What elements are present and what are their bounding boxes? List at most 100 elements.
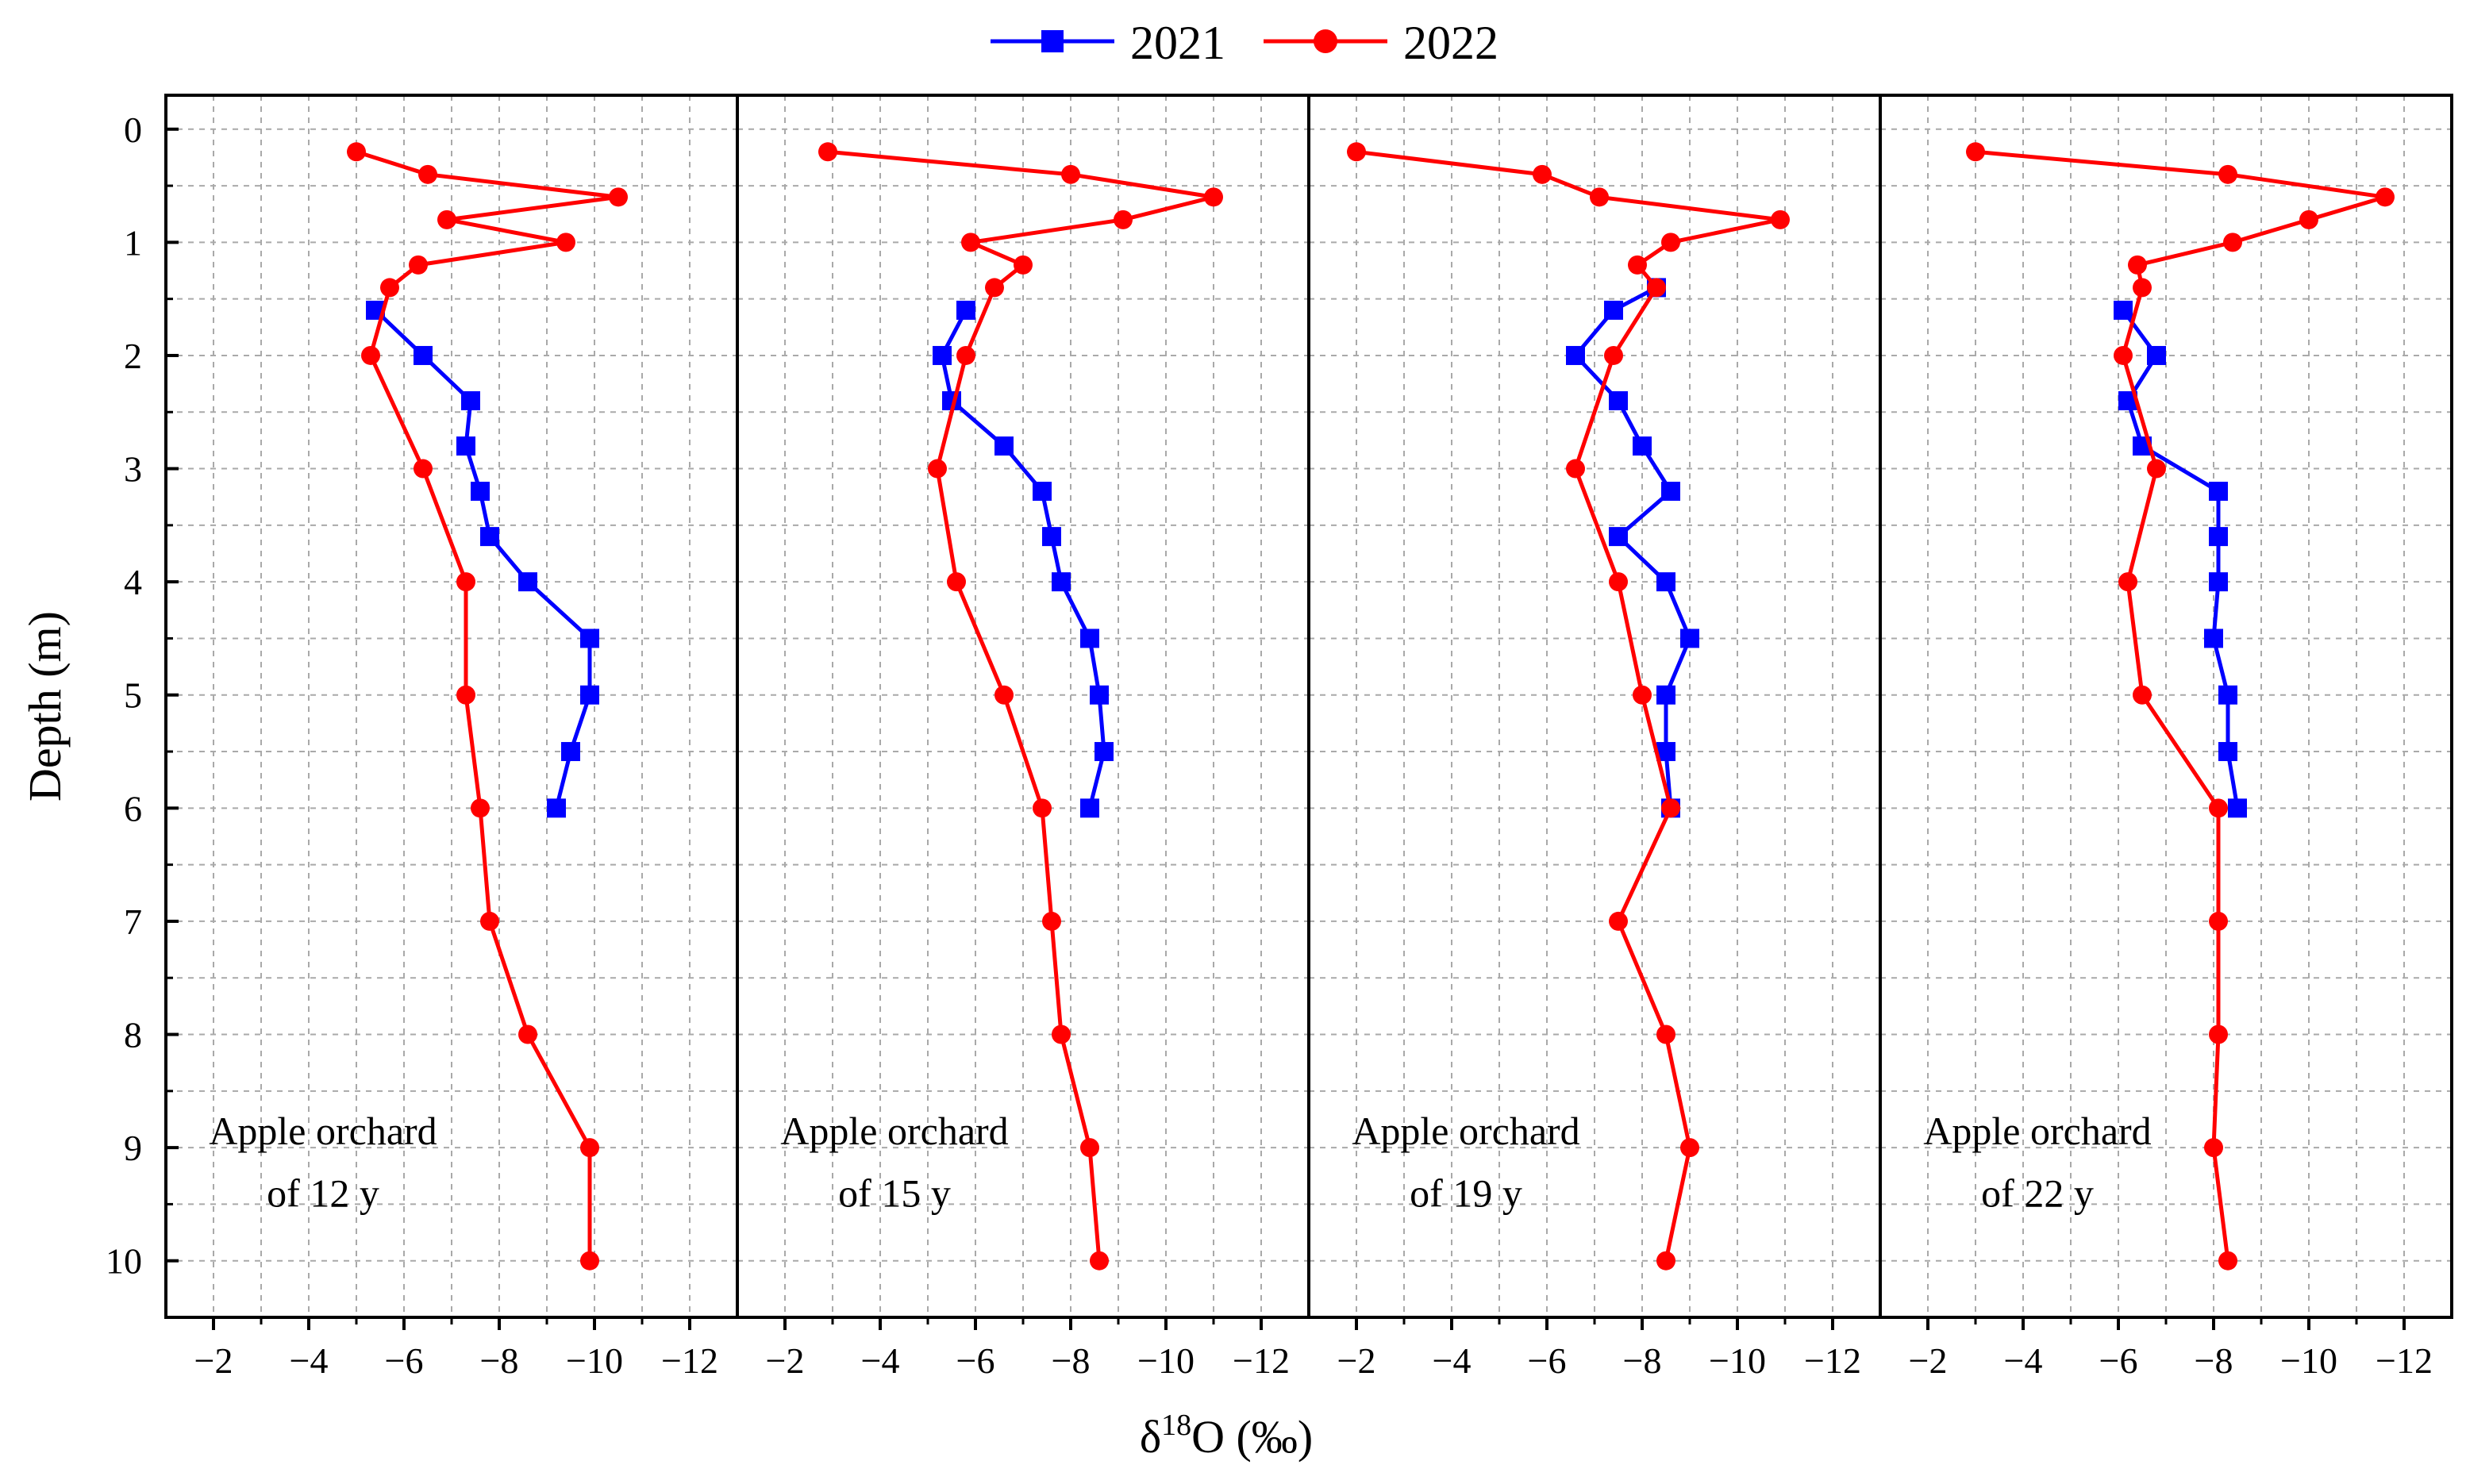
point-2022	[1014, 255, 1033, 275]
x-tick-label: −4	[1433, 1340, 1472, 1381]
point-2021	[471, 482, 490, 502]
point-2022	[1609, 572, 1628, 592]
point-2021	[2218, 685, 2237, 705]
x-tick-label: −6	[956, 1340, 995, 1381]
panel-3: −2 −4 −6 −8 −10 −12 Apple orchard of 19 y	[1307, 94, 1882, 1381]
y-tick-label: 6	[124, 788, 142, 829]
x-tick-label: −12	[661, 1340, 718, 1381]
x-tick-label: −10	[1709, 1340, 1766, 1381]
y-tick-label: 4	[124, 562, 142, 602]
point-2021	[1656, 685, 1675, 705]
point-2022	[947, 572, 966, 592]
panel-annotation-line1: Apple orchard	[1923, 1109, 2151, 1153]
panel-annotation-line1: Apple orchard	[1352, 1109, 1579, 1153]
panel-annotation-line2: of 19 y	[1410, 1171, 1522, 1215]
point-2021	[1633, 436, 1652, 456]
point-2022	[1661, 798, 1680, 818]
point-2022	[2209, 1025, 2228, 1044]
point-2021	[2228, 798, 2247, 818]
legend-label-2022: 2022	[1403, 17, 1498, 69]
point-2022	[456, 572, 475, 592]
point-2022	[580, 1251, 599, 1271]
point-2021	[1609, 391, 1628, 410]
point-2022	[480, 911, 499, 931]
point-2022	[580, 1138, 599, 1158]
series-line-2021	[1573, 286, 1692, 809]
point-2022	[2376, 187, 2395, 207]
point-2021	[1042, 527, 1061, 547]
point-2022	[2209, 911, 2228, 931]
plot-area: −2 −4 −6 −8 −10 −12 0 1 2 3 4 5 6 7 8 9 10 Apple orchard o…	[106, 94, 2453, 1381]
point-2021	[933, 345, 952, 365]
series-line-2022	[356, 149, 621, 1261]
point-2022	[2209, 798, 2228, 818]
point-2022	[1090, 1251, 1109, 1271]
point-2021	[2209, 572, 2228, 592]
x-tick-label: −6	[1528, 1340, 1567, 1381]
x-tick-label: −2	[1337, 1340, 1376, 1381]
point-2021	[2218, 742, 2237, 762]
point-2022	[1566, 459, 1585, 479]
point-2021	[2147, 345, 2166, 365]
point-2021	[1095, 742, 1114, 762]
x-axis-title: δ18O (‰)	[1140, 1409, 1313, 1463]
point-2022	[1680, 1138, 1699, 1158]
point-2021	[1680, 629, 1699, 648]
series-line-2022	[1975, 149, 2387, 1262]
point-2021	[1080, 629, 1099, 648]
series-line-2021	[2121, 309, 2240, 809]
point-2021	[2209, 527, 2228, 547]
point-2022	[609, 187, 628, 207]
point-2022	[818, 142, 837, 162]
point-2022	[380, 278, 399, 298]
point-2021	[1052, 572, 1071, 592]
y-axis-title: Depth (m)	[19, 611, 71, 802]
x-tick-label: −2	[194, 1340, 233, 1381]
point-2022	[414, 459, 433, 479]
point-2022	[2218, 164, 2237, 184]
point-2022	[1061, 164, 1080, 184]
point-2022	[556, 233, 575, 252]
point-2022	[1590, 187, 1609, 207]
x-tick-label: −4	[290, 1340, 329, 1381]
y-tick-label: 3	[124, 449, 142, 490]
point-2021	[1080, 798, 1099, 818]
panel-annotation-line2: of 12 y	[267, 1171, 379, 1215]
point-2022	[1628, 255, 1647, 275]
point-2021	[480, 527, 499, 547]
point-2021	[1033, 482, 1052, 502]
point-2022	[2147, 459, 2166, 479]
point-2022	[1033, 798, 1052, 818]
point-2022	[1656, 1251, 1675, 1271]
point-2022	[2204, 1138, 2223, 1158]
point-2022	[418, 164, 437, 184]
point-2021	[580, 629, 599, 648]
point-2022	[1609, 911, 1628, 931]
x-tick-label: −10	[2280, 1340, 2337, 1381]
point-2021	[580, 685, 599, 705]
point-2022	[1533, 164, 1552, 184]
point-2022	[456, 685, 475, 705]
point-2022	[2118, 572, 2137, 592]
x-tick-label: −6	[385, 1340, 424, 1381]
panel-annotation-line2: of 15 y	[838, 1171, 951, 1215]
point-2022	[2299, 210, 2318, 229]
point-2022	[2133, 685, 2152, 705]
point-2021	[456, 436, 475, 456]
point-2022	[1042, 911, 1061, 931]
point-2022	[961, 233, 980, 252]
point-2022	[1604, 345, 1623, 365]
point-2021	[2114, 300, 2133, 320]
x-tick-label: −10	[1137, 1340, 1195, 1381]
point-2021	[1604, 300, 1623, 320]
point-2021	[994, 436, 1014, 456]
panel-1: −2 −4 −6 −8 −10 −12 0 1 2 3 4 5 6 7 8 9 10 Apple orchard o…	[106, 94, 739, 1381]
point-2022	[437, 210, 456, 229]
point-2022	[1966, 142, 1985, 162]
x-tick-label: −10	[566, 1340, 623, 1381]
point-2021	[414, 345, 433, 365]
point-2022	[956, 345, 975, 365]
x-tick-label: −6	[2099, 1340, 2138, 1381]
x-tick-label: −4	[861, 1340, 900, 1381]
point-2022	[471, 798, 490, 818]
